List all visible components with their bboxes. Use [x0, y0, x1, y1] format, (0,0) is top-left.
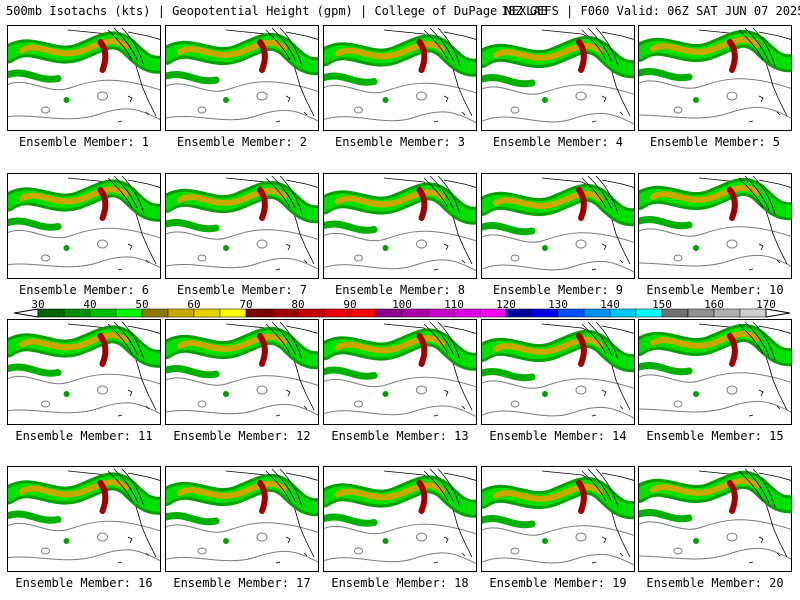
color-bar-tick-label: 100: [392, 298, 412, 311]
color-bar-tick-label: 130: [548, 298, 568, 311]
ensemble-member-label: Ensemble Member: 1: [18, 135, 150, 149]
ensemble-member-map: [7, 25, 161, 131]
ensemble-member-map: [323, 173, 477, 279]
ensemble-member-map: [7, 466, 161, 572]
ensemble-member-map: [638, 319, 792, 425]
ensemble-member-label: Ensemble Member: 2: [176, 135, 308, 149]
ensemble-member-label: Ensemble Member: 16: [15, 576, 153, 590]
ensemble-member-label: Ensemble Member: 8: [334, 283, 466, 297]
ensemble-member-label: Ensemble Member: 17: [173, 576, 311, 590]
ensemble-member-map: [165, 173, 319, 279]
ensemble-member-label: Ensemble Member: 10: [646, 283, 784, 297]
ensemble-member-label: Ensemble Member: 6: [18, 283, 150, 297]
color-bar-tick-label: 90: [343, 298, 357, 311]
ensemble-member-map: [165, 466, 319, 572]
color-bar-tick-label: 120: [496, 298, 516, 311]
ensemble-member-label: Ensemble Member: 20: [646, 576, 784, 590]
ensemble-member-label: Ensemble Member: 3: [334, 135, 466, 149]
color-bar-tick-label: 70: [239, 298, 253, 311]
color-bar-tick-label: 60: [187, 298, 201, 311]
ensemble-member-label: Ensemble Member: 14: [489, 429, 627, 443]
ensemble-member-map: [165, 319, 319, 425]
color-bar-tick-label: 150: [652, 298, 672, 311]
ensemble-member-map: [481, 25, 635, 131]
ensemble-member-map: [165, 25, 319, 131]
color-bar-max-arrow: [765, 308, 790, 318]
ensemble-member-label: Ensemble Member: 12: [173, 429, 311, 443]
ensemble-member-label: Ensemble Member: 15: [646, 429, 784, 443]
ensemble-member-map: [323, 466, 477, 572]
color-bar-tick-label: 140: [600, 298, 620, 311]
ensemble-member-map: [638, 25, 792, 131]
ensemble-member-map: [7, 173, 161, 279]
color-bar-tick-label: 80: [291, 298, 305, 311]
ensemble-member-label: Ensemble Member: 5: [649, 135, 781, 149]
ensemble-member-map: [323, 319, 477, 425]
ensemble-member-label: Ensemble Member: 11: [15, 429, 153, 443]
ensemble-member-map: [638, 466, 792, 572]
color-bar-tick-label: 110: [444, 298, 464, 311]
ensemble-member-map: [481, 173, 635, 279]
color-bar-tick-label: 50: [135, 298, 149, 311]
ensemble-member-label: Ensemble Member: 19: [489, 576, 627, 590]
color-bar-tick-label: 170: [756, 298, 776, 311]
color-bar-tick-label: 30: [31, 298, 45, 311]
color-bar-tick-label: 160: [704, 298, 724, 311]
color-bar-tick-label: 40: [83, 298, 97, 311]
ensemble-member-label: Ensemble Member: 13: [331, 429, 469, 443]
product-title: 500mb Isotachs (kts) | Geopotential Heig…: [6, 4, 548, 18]
ensemble-member-map: [323, 25, 477, 131]
isotach-color-bar: [14, 308, 790, 318]
ensemble-member-map: [481, 466, 635, 572]
ensemble-member-label: Ensemble Member: 7: [176, 283, 308, 297]
ensemble-member-label: Ensemble Member: 18: [331, 576, 469, 590]
ensemble-member-map: [638, 173, 792, 279]
ensemble-member-map: [7, 319, 161, 425]
ensemble-member-label: Ensemble Member: 9: [492, 283, 624, 297]
run-valid-time: 18Z GEFS | F060 Valid: 06Z SAT JUN 07 20…: [501, 4, 800, 18]
ensemble-member-map: [481, 319, 635, 425]
ensemble-member-label: Ensemble Member: 4: [492, 135, 624, 149]
